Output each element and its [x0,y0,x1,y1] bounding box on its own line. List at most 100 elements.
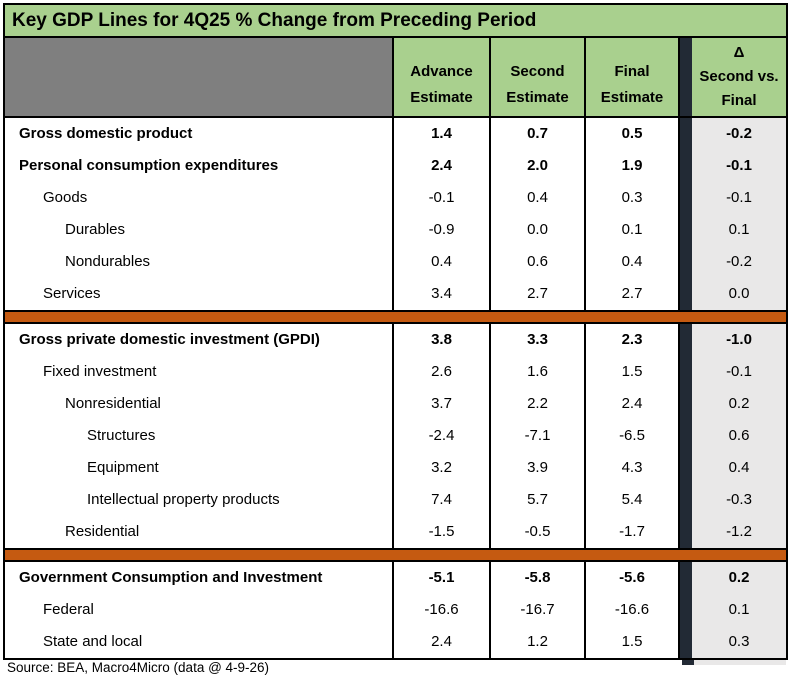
column-header-line: Estimate [600,89,664,106]
dark-separator-column [680,420,692,452]
final-value: 2.3 [586,324,680,356]
row-label: State and local [5,626,394,658]
column-header-line: Advance [410,63,473,80]
table-row: Residential -1.5 -0.5 -1.7 -1.2 [5,516,786,548]
row-label: Nondurables [5,246,394,278]
column-header-delta-second-vs-final: Δ Second vs. Final [692,38,786,116]
final-value: 5.4 [586,484,680,516]
column-header-line: Estimate [410,89,473,106]
table-row: Equipment 3.2 3.9 4.3 0.4 [5,452,786,484]
delta-column-lip [694,660,786,665]
advance-value: -0.1 [394,182,491,214]
advance-value: 3.8 [394,324,491,356]
table-row: Gross private domestic investment (GPDI)… [5,324,786,356]
delta-value: -0.1 [692,356,786,388]
row-label: Goods [5,182,394,214]
delta-value: -0.2 [692,246,786,278]
column-header-line: Estimate [506,89,569,106]
column-header-line: Second [510,63,565,80]
row-label: Nonresidential [5,388,394,420]
table-row: Durables -0.9 0.0 0.1 0.1 [5,214,786,246]
advance-value: -0.9 [394,214,491,246]
second-value: 0.0 [491,214,586,246]
table-row: Personal consumption expenditures 2.4 2.0 1… [5,150,786,182]
dark-separator-column [680,388,692,420]
dark-separator-column [680,452,692,484]
table-title: Key GDP Lines for 4Q25 % Change from Pre… [5,5,786,38]
second-value: -7.1 [491,420,586,452]
separator-column-lip [682,660,694,665]
column-header-line: Second vs. [699,68,779,85]
final-value: -16.6 [586,594,680,626]
second-value: 1.6 [491,356,586,388]
row-label: Durables [5,214,394,246]
row-label: Residential [5,516,394,548]
dark-separator-column [680,594,692,626]
second-value: 1.2 [491,626,586,658]
final-value: 1.5 [586,626,680,658]
final-value: 2.7 [586,278,680,310]
section-divider [5,310,786,324]
row-label: Government Consumption and Investment [5,562,394,594]
final-value: 0.4 [586,246,680,278]
dark-separator-column [680,118,692,150]
advance-value: 1.4 [394,118,491,150]
final-value: 1.9 [586,150,680,182]
dark-separator-column [680,214,692,246]
dark-separator-column [680,182,692,214]
advance-value: 2.4 [394,626,491,658]
second-value: 0.6 [491,246,586,278]
row-label: Fixed investment [5,356,394,388]
second-value: 2.0 [491,150,586,182]
dark-separator-column [680,562,692,594]
second-value: -0.5 [491,516,586,548]
delta-value: -1.2 [692,516,786,548]
advance-value: 0.4 [394,246,491,278]
table-row: Intellectual property products 7.4 5.7 5.4-… [5,484,786,516]
column-header-advance-estimate: Advance Estimate [394,38,491,116]
second-value: -16.7 [491,594,586,626]
advance-value: -5.1 [394,562,491,594]
table-row: Federal -16.6 -16.7 -16.6 0.1 [5,594,786,626]
table-row: State and local 2.4 1.2 1.5 0.3 [5,626,786,658]
second-value: 3.3 [491,324,586,356]
delta-value: -1.0 [692,324,786,356]
delta-value: -0.3 [692,484,786,516]
dark-separator-column [680,626,692,658]
row-label: Intellectual property products [5,484,394,516]
advance-value: 2.6 [394,356,491,388]
row-label: Services [5,278,394,310]
table-row: Fixed investment 2.6 1.6 1.5 -0.1 [5,356,786,388]
second-value: 5.7 [491,484,586,516]
second-value: 0.4 [491,182,586,214]
final-value: 2.4 [586,388,680,420]
delta-value: -0.1 [692,182,786,214]
dark-separator-column [680,38,692,116]
table-row: Services 3.4 2.7 2.7 0.0 [5,278,786,310]
row-label: Equipment [5,452,394,484]
gdp-table: Key GDP Lines for 4Q25 % Change from Pre… [3,3,788,665]
dark-separator-column [680,484,692,516]
table-row: Gross domestic product 1.4 0.7 0.5 -0.2 [5,118,786,150]
delta-symbol: Δ [733,44,745,61]
delta-value: -0.2 [692,118,786,150]
final-value: 0.5 [586,118,680,150]
table-row: Government Consumption and Investment -5.… [5,562,786,594]
delta-value: 0.4 [692,452,786,484]
final-value: 0.1 [586,214,680,246]
advance-value: -2.4 [394,420,491,452]
column-header-second-estimate: Second Estimate [491,38,586,116]
final-value: -1.7 [586,516,680,548]
corner-cell [5,38,394,116]
dark-separator-column [680,150,692,182]
row-label: Gross domestic product [5,118,394,150]
final-value: 4.3 [586,452,680,484]
second-value: 0.7 [491,118,586,150]
dark-separator-column [680,324,692,356]
table-row: Goods -0.1 0.4 0.3 -0.1 [5,182,786,214]
table-body: Gross domestic product 1.4 0.7 0.5 -0.2 Perso… [5,118,786,658]
delta-value: 0.2 [692,562,786,594]
final-value: -5.6 [586,562,680,594]
dark-separator-column [680,516,692,548]
